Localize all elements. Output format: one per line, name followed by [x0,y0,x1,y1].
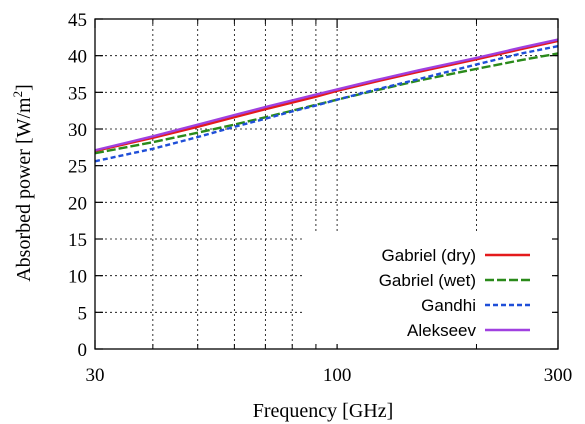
legend-label: Gabriel (wet) [379,271,476,290]
y-tick-label: 5 [78,303,88,324]
y-tick-label: 40 [68,47,87,68]
x-tick-label: 300 [544,365,573,386]
x-tick-label: 30 [86,365,105,386]
series-line [94,38,559,152]
series-curves [94,38,559,163]
y-tick-label: 0 [78,340,88,361]
legend-label: Gabriel (dry) [382,246,476,265]
tick-labels: 0 5 10 15 20 25 30 35 40 45 30 100 300 [68,10,572,386]
y-tick-label: 35 [68,83,87,104]
plot-frame [94,18,559,350]
y-axis-title: Absorbed power [W/m2] [10,84,35,282]
y-tick-label: 10 [68,267,87,288]
legend-label: Alekseev [407,321,476,340]
x-tick-label: 100 [323,365,352,386]
y-tick-label: 25 [68,157,87,178]
y-tick-label: 20 [68,193,87,214]
legend-label: Gandhi [421,296,476,315]
y-tick-label: 15 [68,230,87,251]
series-line [94,52,559,155]
y-tick-label: 30 [68,120,87,141]
y-tick-label: 45 [68,10,87,31]
legend-box [302,234,552,344]
y-axis-title-end: ] [13,84,35,91]
x-axis-title: Frequency [GHz] [253,400,394,422]
y-axis-title-superscript: 2 [10,91,25,98]
y-axis-title-main: Absorbed power [W/m [13,97,35,282]
series-line [94,44,559,163]
series-line [94,39,559,153]
legend: Gabriel (dry) Gabriel (wet) Gandhi Alekseev [379,246,530,340]
